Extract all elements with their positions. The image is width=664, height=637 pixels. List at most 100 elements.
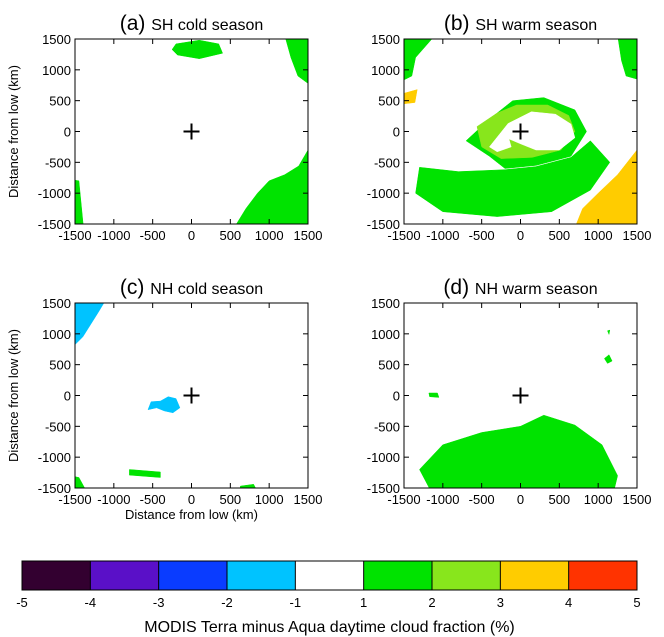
x-tick-label: -1500 xyxy=(58,492,91,507)
y-axis-label: Distance from low (km) xyxy=(6,65,21,198)
y-tick-label: -1000 xyxy=(38,450,71,465)
panel-title: (d) NH warm season xyxy=(443,276,597,299)
x-tick-label: 1000 xyxy=(584,228,613,243)
region-3 xyxy=(617,39,637,80)
y-tick-label: -1000 xyxy=(38,186,71,201)
x-axis-label: Distance from low (km) xyxy=(125,507,258,522)
x-tick-label: -500 xyxy=(140,228,166,243)
region-1 xyxy=(285,39,308,84)
y-tick-label: 1000 xyxy=(42,327,71,342)
region-0 xyxy=(75,303,105,345)
x-tick-label: -500 xyxy=(469,492,495,507)
colorbar-swatch xyxy=(363,561,433,590)
y-tick-label: -500 xyxy=(374,419,400,434)
colorbar-swatch xyxy=(227,561,296,590)
y-axis-label: Distance from low (km) xyxy=(6,329,21,462)
panel-title-text: NH cold season xyxy=(150,281,263,298)
panel-3: -1500 -1000 -500 0 500 1000 1500 1500 1000 500 0 -5… xyxy=(367,276,652,507)
region-1 xyxy=(604,354,613,364)
y-tick-label: -1500 xyxy=(38,481,71,496)
region-0 xyxy=(419,414,618,488)
x-tick-label: -500 xyxy=(140,492,166,507)
colorbar-frame xyxy=(21,560,638,591)
panel-1: -1500 -1000 -500 0 500 1000 1500 1500 1000 500 0 -5… xyxy=(367,12,652,243)
panel-letter: (c) xyxy=(120,276,150,299)
x-tick-label: 1500 xyxy=(294,228,323,243)
y-tick-label: 500 xyxy=(49,358,71,373)
panel-letter: (d) xyxy=(443,276,475,299)
colorbar-tick-label: -4 xyxy=(85,595,97,610)
panel-2: -1500 -1000 -500 0 500 1000 1500 1500 1000 500 0 -5… xyxy=(6,276,322,522)
regions xyxy=(404,39,637,224)
panel-title: (b) SH warm season xyxy=(444,12,597,35)
x-tick-label: 0 xyxy=(517,492,524,507)
x-tick-label: 0 xyxy=(188,492,195,507)
y-tick-label: 0 xyxy=(393,125,400,140)
y-tick-label: 1500 xyxy=(371,296,400,311)
colorbar-tick-label: 3 xyxy=(497,595,504,610)
x-tick-label: 1500 xyxy=(623,492,652,507)
panel-title: (a) SH cold season xyxy=(120,12,264,35)
region-0 xyxy=(171,39,223,59)
colorbar-tick-label: -1 xyxy=(290,595,302,610)
y-tick-label: 1000 xyxy=(42,63,71,78)
y-tick-label: -1500 xyxy=(367,217,400,232)
region-7 xyxy=(489,111,576,153)
y-tick-label: 0 xyxy=(64,125,71,140)
region-2 xyxy=(75,476,85,488)
x-tick-label: 500 xyxy=(548,228,570,243)
y-tick-label: 1500 xyxy=(42,296,71,311)
y-tick-label: -500 xyxy=(45,419,71,434)
x-tick-label: -1000 xyxy=(97,492,130,507)
region-3 xyxy=(607,329,611,336)
x-tick-label: -1000 xyxy=(426,228,459,243)
y-tick-label: -500 xyxy=(374,155,400,170)
region-2 xyxy=(428,392,440,398)
x-tick-label: 0 xyxy=(517,228,524,243)
regions xyxy=(75,39,308,224)
region-6 xyxy=(576,149,637,224)
y-tick-label: 500 xyxy=(378,358,400,373)
colorbar-swatch xyxy=(568,561,638,590)
y-tick-label: 1000 xyxy=(371,327,400,342)
region-3 xyxy=(236,149,308,224)
x-tick-label: 0 xyxy=(188,228,195,243)
y-tick-label: 1500 xyxy=(371,32,400,47)
colorbar-tick-label: 4 xyxy=(565,595,572,610)
colorbar-tick-label: -5 xyxy=(16,595,28,610)
x-tick-label: 500 xyxy=(219,228,241,243)
y-tick-label: 500 xyxy=(49,94,71,109)
colorbar-swatch xyxy=(500,561,569,590)
y-tick-label: -1000 xyxy=(367,450,400,465)
region-2 xyxy=(415,140,611,217)
x-tick-label: 1000 xyxy=(255,492,284,507)
x-tick-label: -500 xyxy=(469,228,495,243)
x-tick-label: 1000 xyxy=(584,492,613,507)
x-tick-label: -1500 xyxy=(387,492,420,507)
x-tick-label: 1000 xyxy=(255,228,284,243)
colorbar-swatch xyxy=(295,561,364,590)
colorbar-swatch xyxy=(432,561,501,590)
colorbar-tick-label: -2 xyxy=(221,595,233,610)
region-4 xyxy=(239,484,256,488)
colorbar-swatch xyxy=(90,561,159,590)
panel-letter: (a) xyxy=(120,12,152,35)
panel-title-text: NH warm season xyxy=(475,281,598,298)
colorbar-tick-label: 1 xyxy=(360,595,367,610)
panel-0: -1500 -1000 -500 0 500 1000 1500 1500 1000 500 0 -5… xyxy=(6,12,322,243)
x-tick-label: 500 xyxy=(219,492,241,507)
y-tick-label: 0 xyxy=(64,389,71,404)
panel-letter: (b) xyxy=(444,12,476,35)
y-tick-label: -1500 xyxy=(38,217,71,232)
x-tick-label: -1000 xyxy=(97,228,130,243)
y-tick-label: 1500 xyxy=(42,32,71,47)
x-tick-label: 1500 xyxy=(623,228,652,243)
x-tick-label: -1500 xyxy=(387,228,420,243)
x-tick-label: 1500 xyxy=(294,492,323,507)
y-tick-label: -1500 xyxy=(367,481,400,496)
region-1 xyxy=(147,396,181,414)
panel-title: (c) NH cold season xyxy=(120,276,263,299)
regions xyxy=(75,303,256,488)
x-tick-label: 500 xyxy=(548,492,570,507)
